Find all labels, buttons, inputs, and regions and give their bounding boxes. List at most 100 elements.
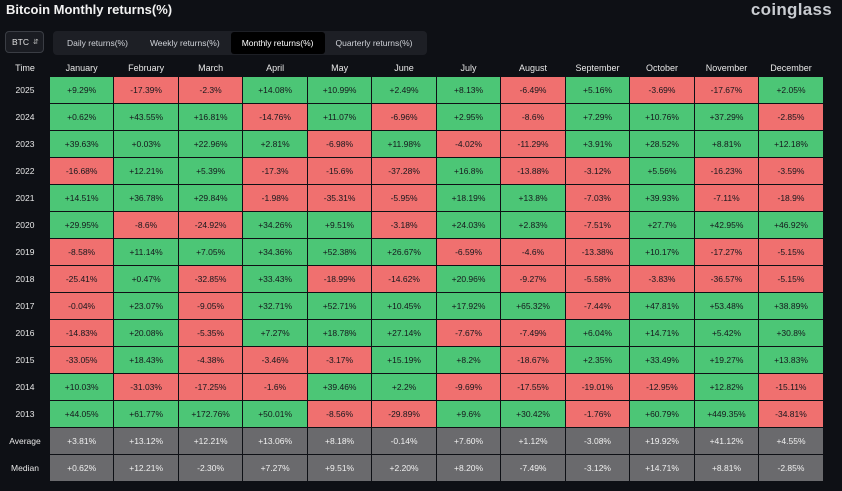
return-cell: +5.16% <box>565 77 630 103</box>
return-cell: +2.83% <box>501 212 565 238</box>
return-cell: +15.19% <box>372 347 436 373</box>
return-cell: -19.01% <box>565 374 630 400</box>
return-cell: +17.92% <box>436 293 501 319</box>
year-label: 2023 <box>15 139 35 149</box>
return-cell: +47.81% <box>630 293 694 319</box>
return-cell: +65.32% <box>501 293 565 319</box>
return-cell: -6.59% <box>436 239 501 265</box>
return-cell: +36.78% <box>114 185 178 211</box>
column-header-month: June <box>394 62 414 73</box>
stat-cell: +4.55% <box>759 428 823 454</box>
return-cell: -7.49% <box>501 320 565 346</box>
column-header-month: March <box>198 62 224 73</box>
return-cell: -18.99% <box>307 266 372 292</box>
return-cell: +16.81% <box>178 104 243 130</box>
return-cell: -17.3% <box>243 158 307 184</box>
table-row: 2020 +29.95% -8.6% -24.92% +34.26% +9.51% -3.1… <box>0 212 824 239</box>
stat-cell: +8.20% <box>436 455 501 481</box>
return-cell: -37.28% <box>372 158 436 184</box>
column-header-month: July <box>460 62 477 73</box>
stat-cell: -3.12% <box>565 455 630 481</box>
return-cell: -2.3% <box>178 77 243 103</box>
return-cell: +7.29% <box>565 104 630 130</box>
return-cell: +30.8% <box>759 320 823 346</box>
return-cell: +2.2% <box>372 374 436 400</box>
return-cell: +2.95% <box>436 104 501 130</box>
return-cell: +5.39% <box>178 158 243 184</box>
return-cell: +60.79% <box>630 401 694 427</box>
return-cell: +11.98% <box>372 131 436 157</box>
return-cell: +19.27% <box>694 347 759 373</box>
return-cell: +5.56% <box>630 158 694 184</box>
return-cell: -31.03% <box>114 374 178 400</box>
table-row: 2019 -8.58% +11.14% +7.05% +34.36% +52.38% +26… <box>0 239 824 266</box>
return-cell: +39.93% <box>630 185 694 211</box>
return-cell: +28.52% <box>630 131 694 157</box>
return-cell: +29.84% <box>178 185 243 211</box>
table-header-row: Time January February March April May June July… <box>0 58 824 77</box>
return-cell: +6.04% <box>565 320 630 346</box>
tab-quarterly[interactable]: Quarterly returns(%) <box>335 38 413 48</box>
return-cell: +10.17% <box>630 239 694 265</box>
stat-cell: +1.12% <box>501 428 565 454</box>
table-row: 2023 +39.63% +0.03% +22.96% +2.81% -6.98% +11.… <box>0 131 824 158</box>
asset-select[interactable]: BTC ⇵ <box>5 31 44 53</box>
return-cell: +8.2% <box>436 347 501 373</box>
return-cell: -6.96% <box>372 104 436 130</box>
return-cell: +38.89% <box>759 293 823 319</box>
return-cell: -18.67% <box>501 347 565 373</box>
return-cell: -5.95% <box>372 185 436 211</box>
return-cell: +10.76% <box>630 104 694 130</box>
return-cell: +18.78% <box>307 320 372 346</box>
return-cell: -12.95% <box>630 374 694 400</box>
stat-cell: +41.12% <box>694 428 759 454</box>
return-cell: -5.58% <box>565 266 630 292</box>
return-cell: -18.9% <box>759 185 823 211</box>
return-cell: -14.76% <box>243 104 307 130</box>
return-cell: -9.69% <box>436 374 501 400</box>
return-cell: -8.6% <box>501 104 565 130</box>
return-cell: +13.8% <box>501 185 565 211</box>
return-cell: -3.12% <box>565 158 630 184</box>
return-cell: -7.67% <box>436 320 501 346</box>
return-cell: +27.7% <box>630 212 694 238</box>
tab-daily[interactable]: Daily returns(%) <box>67 38 128 48</box>
return-cell: +0.03% <box>114 131 178 157</box>
stat-cell: +19.92% <box>630 428 694 454</box>
return-cell: +33.49% <box>630 347 694 373</box>
stat-cell: +8.81% <box>694 455 759 481</box>
asset-select-value: BTC <box>12 37 29 47</box>
coinglass-logo[interactable]: coinglass <box>750 0 832 19</box>
return-cell: +2.35% <box>565 347 630 373</box>
stat-cell: +7.27% <box>243 455 307 481</box>
stat-cell: +14.71% <box>630 455 694 481</box>
year-label: 2014 <box>15 382 35 392</box>
column-header-month: February <box>128 62 165 73</box>
return-cell: +9.51% <box>307 212 372 238</box>
return-cell: -32.85% <box>178 266 243 292</box>
return-cell: +46.92% <box>759 212 823 238</box>
column-header-month: January <box>65 62 98 73</box>
return-cell: +3.91% <box>565 131 630 157</box>
tab-weekly[interactable]: Weekly returns(%) <box>149 38 220 48</box>
return-cell: +0.47% <box>114 266 178 292</box>
stat-label: Average <box>9 436 41 446</box>
page-title: Bitcoin Monthly returns(%) <box>6 2 173 17</box>
table-row: 2017 -0.04% +23.07% -9.05% +32.71% +52.71% +10… <box>0 293 824 320</box>
return-cell: -8.56% <box>307 401 372 427</box>
stat-label: Median <box>11 463 39 473</box>
return-cell: +34.26% <box>243 212 307 238</box>
return-cell: +14.71% <box>630 320 694 346</box>
return-cell: +34.36% <box>243 239 307 265</box>
return-cell: -8.58% <box>50 239 114 265</box>
column-header-month: November <box>705 62 748 73</box>
tab-monthly[interactable]: Monthly returns(%) <box>230 32 325 54</box>
return-cell: +5.42% <box>694 320 759 346</box>
return-cell: -7.51% <box>565 212 630 238</box>
return-cell: -5.15% <box>759 266 823 292</box>
year-label: 2021 <box>15 193 35 203</box>
return-cell: -16.23% <box>694 158 759 184</box>
return-cell: +39.46% <box>307 374 372 400</box>
table-row: 2015 -33.05% +18.43% -4.38% -3.46% -3.17% +15.… <box>0 347 824 374</box>
